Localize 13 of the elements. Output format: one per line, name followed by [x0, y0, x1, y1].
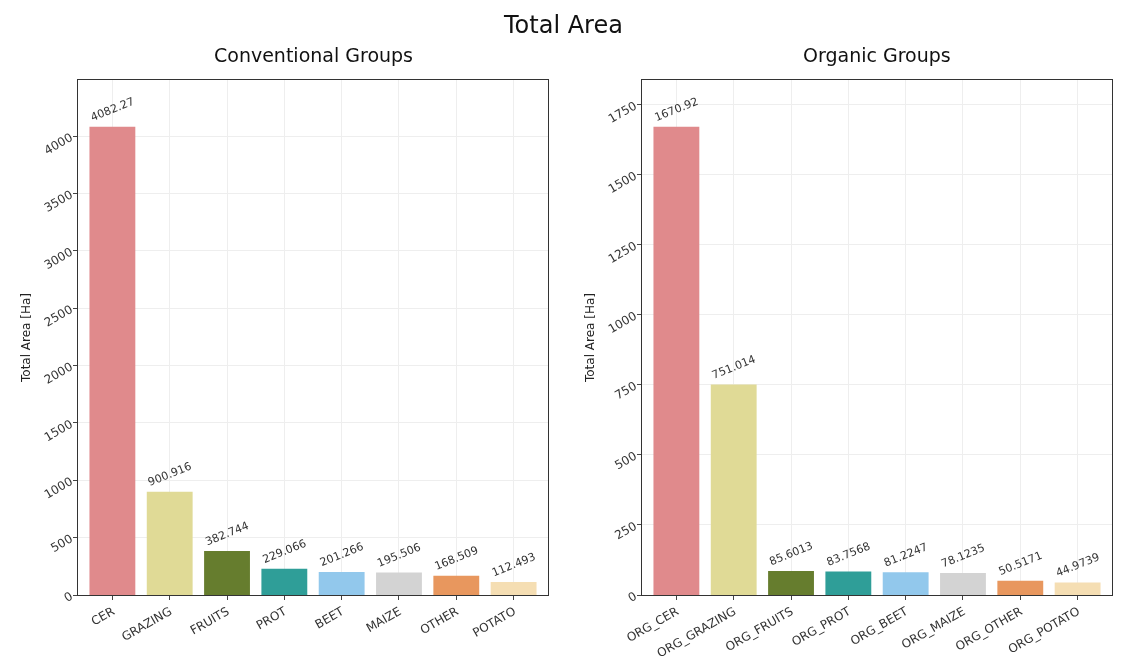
- y-tick-label: 0: [625, 588, 640, 605]
- y-tick-label: 250: [612, 518, 640, 543]
- chart-title: Conventional Groups: [214, 44, 414, 66]
- text: Total Area: [503, 11, 623, 39]
- y-tick-label: 4000: [41, 130, 76, 158]
- y-tick-label: 750: [612, 378, 640, 403]
- y-axis-title: Total Area [Ha]: [582, 292, 597, 384]
- y-tick-label: 500: [612, 448, 640, 473]
- y-tick-label: 500: [48, 531, 76, 556]
- chart-title: Organic Groups: [803, 44, 951, 66]
- x-tick-label: CER: [88, 604, 117, 629]
- y-axis-title: Total Area [Ha]: [18, 292, 33, 384]
- y-tick-label: 0: [61, 588, 76, 605]
